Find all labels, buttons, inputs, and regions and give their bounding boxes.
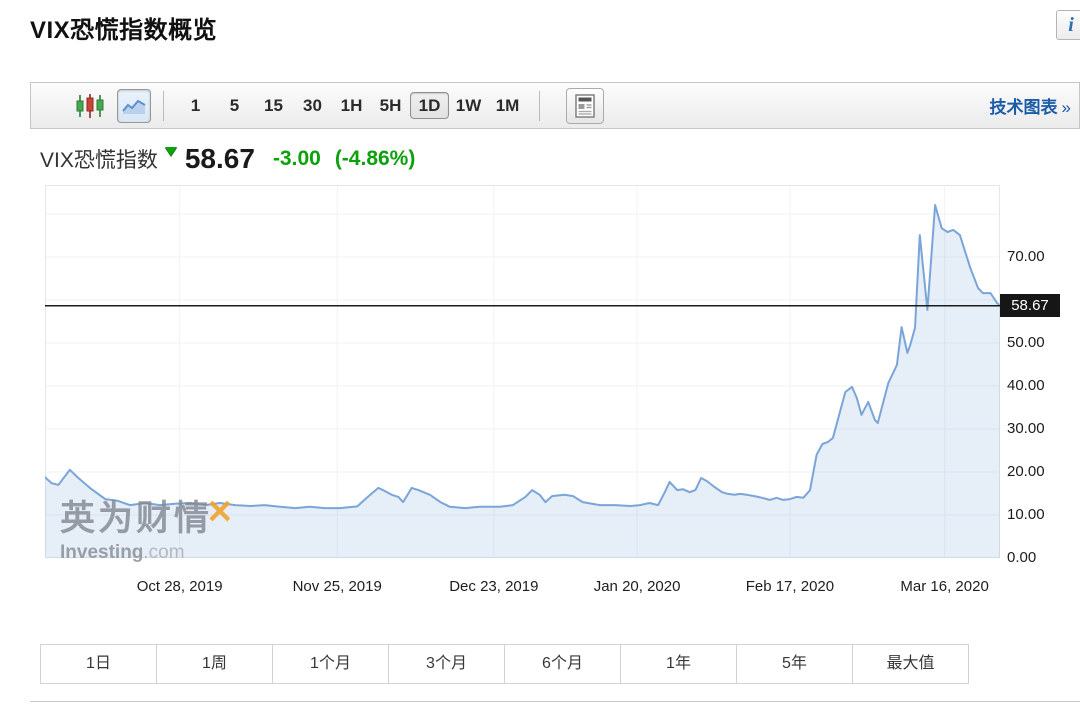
interval-5[interactable]: 5 [229,96,240,115]
line-chart-icon[interactable] [117,88,151,123]
candlestick-chart-icon[interactable] [75,93,105,119]
interval-30[interactable]: 30 [303,96,322,115]
last-price-axis-badge: 58.67 [1000,294,1060,318]
y-axis-tick-label: 10.00 [1007,505,1045,523]
interval-15[interactable]: 15 [264,96,283,115]
y-axis-tick-label: 50.00 [1007,333,1045,351]
page-title: VIX恐慌指数概览 [30,17,218,44]
x-axis-tick-label: Jan 20, 2020 [593,578,681,595]
x-axis-tick-label: Oct 28, 2019 [136,578,223,595]
y-axis-tick-label: 0.00 [1007,549,1037,566]
price-chart[interactable] [45,185,1000,558]
technical-chart-link-label: 技术图表 [989,98,1058,117]
instrument-name: VIX恐慌指数 [40,149,158,172]
interval-1d[interactable]: 1D [410,92,449,119]
interval-5h[interactable]: 5H [379,96,402,115]
last-price: 58.67 [184,143,255,174]
info-icon[interactable]: i [1056,10,1080,40]
interval-1m[interactable]: 1M [495,96,520,115]
period-button[interactable]: 3个月 [388,644,505,684]
y-axis-tick-label: 70.00 [1007,247,1045,265]
price-down-arrow-icon [164,146,177,156]
price-change-percent: (-4.86%) [334,147,416,170]
price-chart-svg [45,185,1000,558]
x-axis-tick-label: Dec 23, 2019 [449,578,539,595]
interval-selector: 1 5 15 30 1H 5H 1D 1W 1M [176,92,527,119]
y-axis-tick-label: 30.00 [1007,419,1045,437]
period-button[interactable]: 5年 [736,644,853,684]
period-button[interactable]: 1日 [40,644,157,684]
period-button[interactable]: 1年 [620,644,737,684]
interval-1[interactable]: 1 [190,96,201,115]
period-button[interactable]: 最大值 [852,644,969,684]
interval-1w[interactable]: 1W [455,96,482,115]
x-axis-tick-label: Nov 25, 2019 [292,578,382,595]
technical-chart-link[interactable]: 技术图表» [990,93,1071,118]
interval-1h[interactable]: 1H [340,96,363,115]
chart-toolbar: 1 5 15 30 1H 5H 1D 1W 1M 技术图表» [30,82,1080,129]
y-axis-tick-label: 20.00 [1007,462,1045,480]
period-selector: 1日 1周 1个月 3个月 6个月 1年 5年 最大值 [40,644,969,684]
price-change: -3.00 [272,147,321,170]
y-axis-tick-label: 40.00 [1007,376,1045,394]
period-button[interactable]: 6个月 [504,644,621,684]
period-button[interactable]: 1个月 [272,644,389,684]
bottom-divider [30,701,1080,702]
quote-header: VIX恐慌指数 58.67 -3.00 (-4.86%) [40,143,415,175]
x-axis-tick-label: Mar 16, 2020 [900,578,989,595]
toolbar-divider [163,90,164,121]
x-axis-tick-label: Feb 17, 2020 [745,578,835,595]
double-chevron-right-icon: » [1061,98,1071,117]
news-panel-icon[interactable] [566,87,604,124]
period-button[interactable]: 1周 [156,644,273,684]
toolbar-divider [539,90,540,121]
